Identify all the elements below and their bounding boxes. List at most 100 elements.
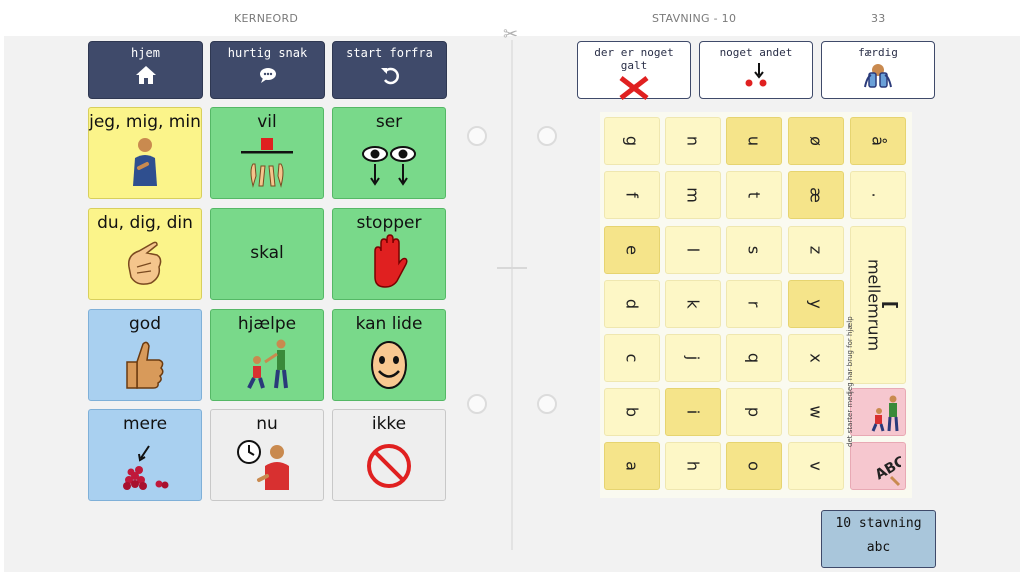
cell-nu[interactable]: nu <box>210 409 324 501</box>
key-l[interactable]: l <box>665 226 721 274</box>
helping-people-icon <box>871 395 899 432</box>
cell-label: kan lide <box>355 314 423 334</box>
cell-hjaelpe[interactable]: hjælpe <box>210 309 324 401</box>
cell-label: nu <box>256 414 278 434</box>
chat-bubble-icon <box>211 64 324 90</box>
binder-ring-icon <box>467 126 487 146</box>
key-q[interactable]: q <box>726 334 782 382</box>
key-t[interactable]: t <box>726 171 782 219</box>
cell-label: ser <box>375 112 403 132</box>
svg-text:ABC: ABC <box>873 454 901 484</box>
key-z[interactable]: z <box>788 226 844 274</box>
arrow-dots-icon <box>700 63 812 93</box>
key-j[interactable]: j <box>665 334 721 382</box>
cell-label: god <box>129 314 161 334</box>
quick-talk-button[interactable]: hurtig snak <box>210 41 325 99</box>
binder-ring-icon <box>537 394 557 414</box>
abc-letters-icon: ABC <box>873 454 901 487</box>
hands-reaching-icon <box>211 136 323 192</box>
key-d[interactable]: d <box>604 280 660 328</box>
key-k[interactable]: k <box>665 280 721 328</box>
cell-label: skal <box>250 243 284 263</box>
cell-mere[interactable]: mere <box>88 409 202 501</box>
binder-ring-icon <box>467 394 487 414</box>
left-page-title: KERNEORD <box>234 12 299 25</box>
start-over-button-label: start forfra <box>346 46 433 60</box>
binder-ring-icon <box>537 126 557 146</box>
spelling-button-line2: abc <box>866 540 891 555</box>
spelling-button-line1: 10 stavning <box>835 516 922 531</box>
key-starts-with[interactable]: det starter med ABC <box>846 392 906 490</box>
prohibited-icon <box>333 442 445 494</box>
key-w[interactable]: w <box>788 388 844 436</box>
binoculars-icon <box>822 63 934 93</box>
something-wrong-label: der er noget galt <box>594 46 674 72</box>
cell-label: vil <box>257 112 277 132</box>
done-button[interactable]: færdig <box>821 41 935 99</box>
key-r[interactable]: r <box>726 280 782 328</box>
cell-label: mere <box>122 414 168 434</box>
page-divider <box>511 40 513 550</box>
key-x[interactable]: x <box>788 334 844 382</box>
right-page-title: STAVNING - 10 <box>652 12 737 25</box>
red-x-icon <box>578 76 690 104</box>
key-s[interactable]: s <box>726 226 782 274</box>
eyes-icon <box>333 144 445 192</box>
key-c[interactable]: c <box>604 334 660 382</box>
start-over-button[interactable]: start forfra <box>332 41 447 99</box>
cell-ser[interactable]: ser <box>332 107 446 199</box>
helping-people-icon <box>211 338 323 394</box>
key-a[interactable]: a <box>604 442 660 490</box>
key-period[interactable]: . <box>850 171 906 219</box>
key-n[interactable]: n <box>665 117 721 165</box>
spelling-10-button[interactable]: 10 stavning abc <box>821 510 936 568</box>
quick-talk-button-label: hurtig snak <box>227 46 308 60</box>
stop-hand-icon <box>333 233 445 293</box>
cell-label: stopper <box>356 213 422 233</box>
home-icon <box>89 64 202 90</box>
cell-jeg-mig-min[interactable]: jeg, mig, min <box>88 107 202 199</box>
cell-skal[interactable]: skal <box>210 208 324 300</box>
key-o[interactable]: o <box>726 442 782 490</box>
done-label: færdig <box>858 46 898 59</box>
smiling-face-icon <box>333 338 445 394</box>
key-p[interactable]: p <box>726 388 782 436</box>
key-u[interactable]: u <box>726 117 782 165</box>
berries-pile-icon <box>89 442 201 494</box>
key-v[interactable]: v <box>788 442 844 490</box>
cell-kan-lide[interactable]: kan lide <box>332 309 446 401</box>
something-wrong-button[interactable]: der er noget galt <box>577 41 691 100</box>
cell-ikke[interactable]: ikke <box>332 409 446 501</box>
key-e[interactable]: e <box>604 226 660 274</box>
cell-du-dig-din[interactable]: du, dig, din <box>88 208 202 300</box>
cell-label: hjælpe <box>237 314 297 334</box>
cell-stopper[interactable]: stopper <box>332 208 446 300</box>
home-button-label: hjem <box>131 46 160 60</box>
key-f[interactable]: f <box>604 171 660 219</box>
key-need-help[interactable]: jeg har brug for hjælp <box>846 316 906 436</box>
person-pointing-self-icon <box>89 136 201 192</box>
home-button[interactable]: hjem <box>88 41 203 99</box>
scissors-icon: ✂ <box>503 24 519 45</box>
undo-icon <box>333 64 446 90</box>
key-oe[interactable]: ø <box>788 117 844 165</box>
key-aa[interactable]: å <box>850 117 906 165</box>
cell-god[interactable]: god <box>88 309 202 401</box>
key-i[interactable]: i <box>665 388 721 436</box>
key-h[interactable]: h <box>665 442 721 490</box>
space-key[interactable]: mellemrum[ <box>850 226 906 384</box>
key-y[interactable]: y <box>788 280 844 328</box>
key-g[interactable]: g <box>604 117 660 165</box>
cell-vil[interactable]: vil <box>210 107 324 199</box>
space-bracket-icon: [ <box>879 300 901 310</box>
cell-label: du, dig, din <box>97 213 193 233</box>
key-ae[interactable]: æ <box>788 171 844 219</box>
something-else-label: noget andet <box>719 46 793 59</box>
something-else-button[interactable]: noget andet <box>699 41 813 99</box>
clock-person-icon <box>211 436 323 494</box>
key-m[interactable]: m <box>665 171 721 219</box>
page-number: 33 <box>871 12 886 25</box>
cell-label: jeg, mig, min <box>89 112 201 132</box>
divider-tick <box>497 267 527 269</box>
key-b[interactable]: b <box>604 388 660 436</box>
